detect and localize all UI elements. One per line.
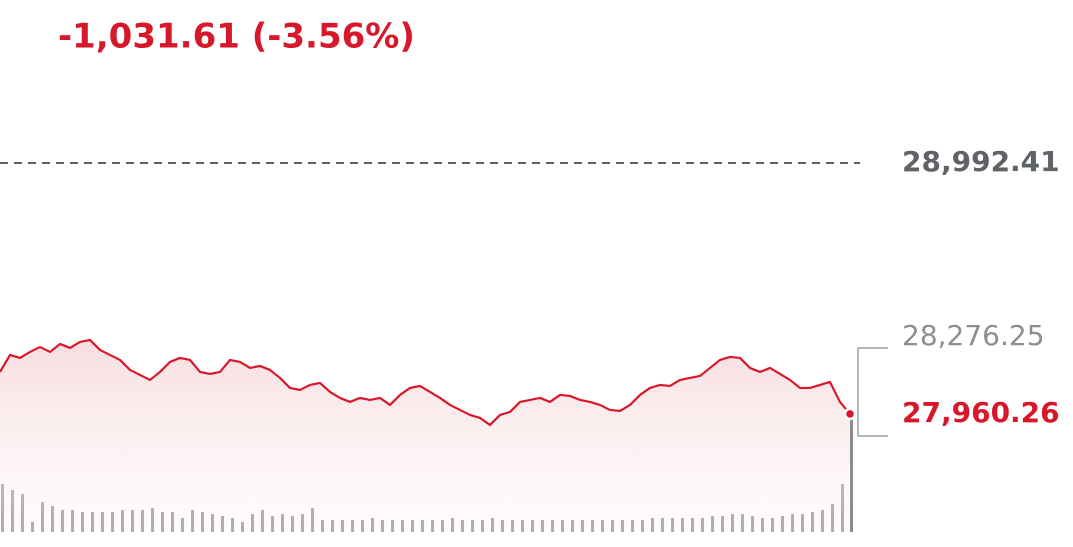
price-line	[0, 338, 851, 427]
volume-bar	[850, 415, 853, 532]
last-point	[843, 407, 857, 421]
area	[0, 339, 850, 532]
high-label: 28,276.25	[902, 319, 1045, 352]
reference-label: 28,992.41	[902, 145, 1060, 178]
last-label: 27,960.26	[902, 396, 1060, 429]
range-bracket	[857, 347, 888, 437]
change-title: -1,031.61 (-3.56%)	[58, 17, 415, 57]
